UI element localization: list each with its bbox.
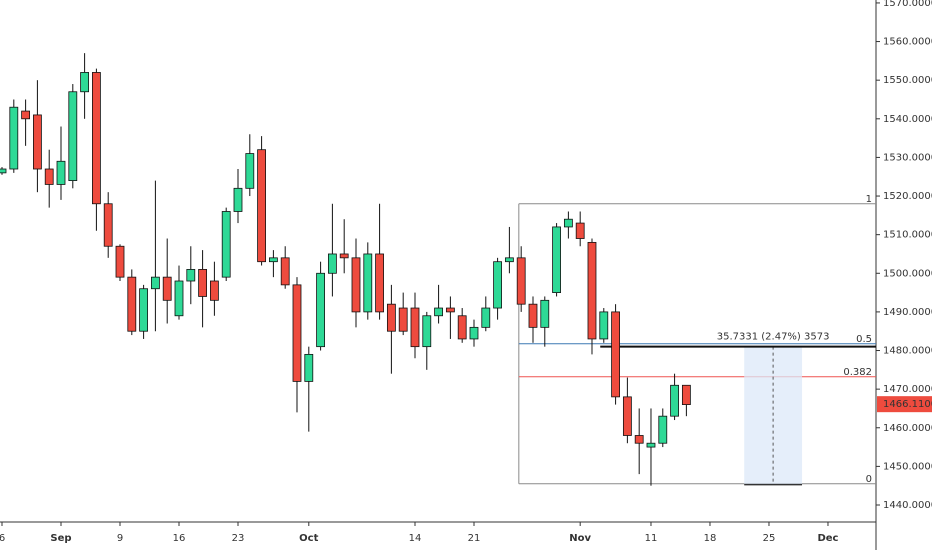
y-tick-label: 1480.0000 [883, 346, 932, 357]
candle-body [681, 384, 691, 405]
price-label: 1466.1100 [883, 399, 932, 410]
candle-body [445, 307, 455, 313]
x-tick-label: 11 [645, 533, 658, 544]
x-tick-label: Oct [299, 533, 318, 544]
candle-body [327, 253, 337, 274]
x-tick-label: 16 [173, 533, 186, 544]
candle-body [92, 72, 101, 205]
fib-label: 1 [866, 194, 872, 205]
candle-body [80, 72, 90, 93]
candle-body [634, 435, 644, 444]
candle-body [622, 396, 632, 436]
candle-body [658, 415, 668, 444]
candle-body [363, 253, 373, 313]
candle-body [257, 149, 266, 263]
candle-body [316, 272, 325, 348]
candle-body [56, 160, 66, 185]
x-tick-label: 9 [117, 533, 123, 544]
x-tick-label: 18 [704, 533, 717, 544]
candle-body [646, 442, 656, 448]
x-tick-label: Nov [569, 533, 591, 544]
candle-body [434, 307, 443, 317]
x-tick-label: 23 [232, 533, 245, 544]
candle-body [457, 315, 467, 340]
candle-body [186, 269, 196, 282]
candle-body [268, 257, 278, 263]
y-tick-label: 1560.0000 [883, 37, 932, 48]
y-tick-label: 1530.0000 [883, 152, 932, 163]
candle-body [422, 315, 432, 348]
candle-body [0, 168, 7, 174]
candle-body [304, 353, 314, 382]
candle-body [398, 307, 408, 332]
candle-body [611, 311, 620, 398]
candle-body [563, 218, 573, 228]
candle-body [9, 106, 19, 170]
candle-body [221, 211, 231, 278]
candle-body [504, 257, 514, 263]
candle-body [209, 280, 219, 301]
candle-body [127, 276, 137, 332]
x-tick-label: 14 [409, 533, 422, 544]
candle-body [280, 257, 290, 286]
candle-body [245, 153, 255, 189]
y-tick-label: 1450.0000 [883, 461, 932, 472]
candle-body [162, 276, 172, 301]
x-tick-label: Sep [50, 533, 71, 544]
y-tick-label: 1540.0000 [883, 114, 932, 125]
measure-label: 35.7331 (2.47%) 3573 [717, 332, 830, 343]
candle-body [21, 110, 31, 120]
candle-body [481, 307, 491, 328]
candle-body [599, 311, 609, 340]
x-tick-label: 6 [0, 533, 5, 544]
x-tick-label: 21 [468, 533, 481, 544]
candle-body [375, 253, 384, 313]
fib-label: 0 [866, 474, 872, 485]
candle-body [233, 187, 243, 212]
candle-body [575, 222, 585, 239]
y-tick-label: 1550.0000 [883, 75, 932, 86]
candle-body [139, 288, 149, 332]
candle-body [469, 326, 479, 340]
candle-body [540, 299, 550, 328]
candle-body [528, 303, 538, 328]
candle-body [292, 284, 302, 382]
candle-body [351, 257, 361, 313]
candle-body [410, 307, 420, 348]
candle-body [103, 203, 113, 247]
candle-body [115, 245, 125, 278]
candle-body [44, 168, 54, 185]
y-tick-label: 1520.0000 [883, 191, 932, 202]
candle-body [151, 276, 160, 290]
candle-body [33, 114, 42, 170]
x-tick-label: Dec [817, 533, 838, 544]
y-tick-label: 1490.0000 [883, 307, 932, 318]
x-tick-label: 25 [763, 533, 776, 544]
y-tick-label: 1510.0000 [883, 230, 932, 241]
fib-label: 0.382 [843, 367, 872, 378]
candle-body [552, 226, 561, 293]
candle-body [670, 384, 679, 417]
fib-label: 0.5 [856, 334, 872, 345]
y-tick-label: 1500.0000 [883, 268, 932, 279]
candle-body [174, 280, 184, 317]
candle-body [516, 257, 526, 305]
candle-body [587, 241, 597, 340]
candle-body [339, 253, 349, 259]
price-label-box [877, 396, 932, 413]
y-tick-label: 1460.0000 [883, 423, 932, 434]
candle-body [493, 261, 502, 309]
y-tick-label: 1440.0000 [883, 500, 932, 511]
candle-body [68, 91, 78, 181]
y-tick-label: 1470.0000 [883, 384, 932, 395]
y-tick-label: 1570.0000 [883, 0, 932, 9]
candle-body [198, 269, 207, 297]
candle-body [386, 303, 396, 332]
